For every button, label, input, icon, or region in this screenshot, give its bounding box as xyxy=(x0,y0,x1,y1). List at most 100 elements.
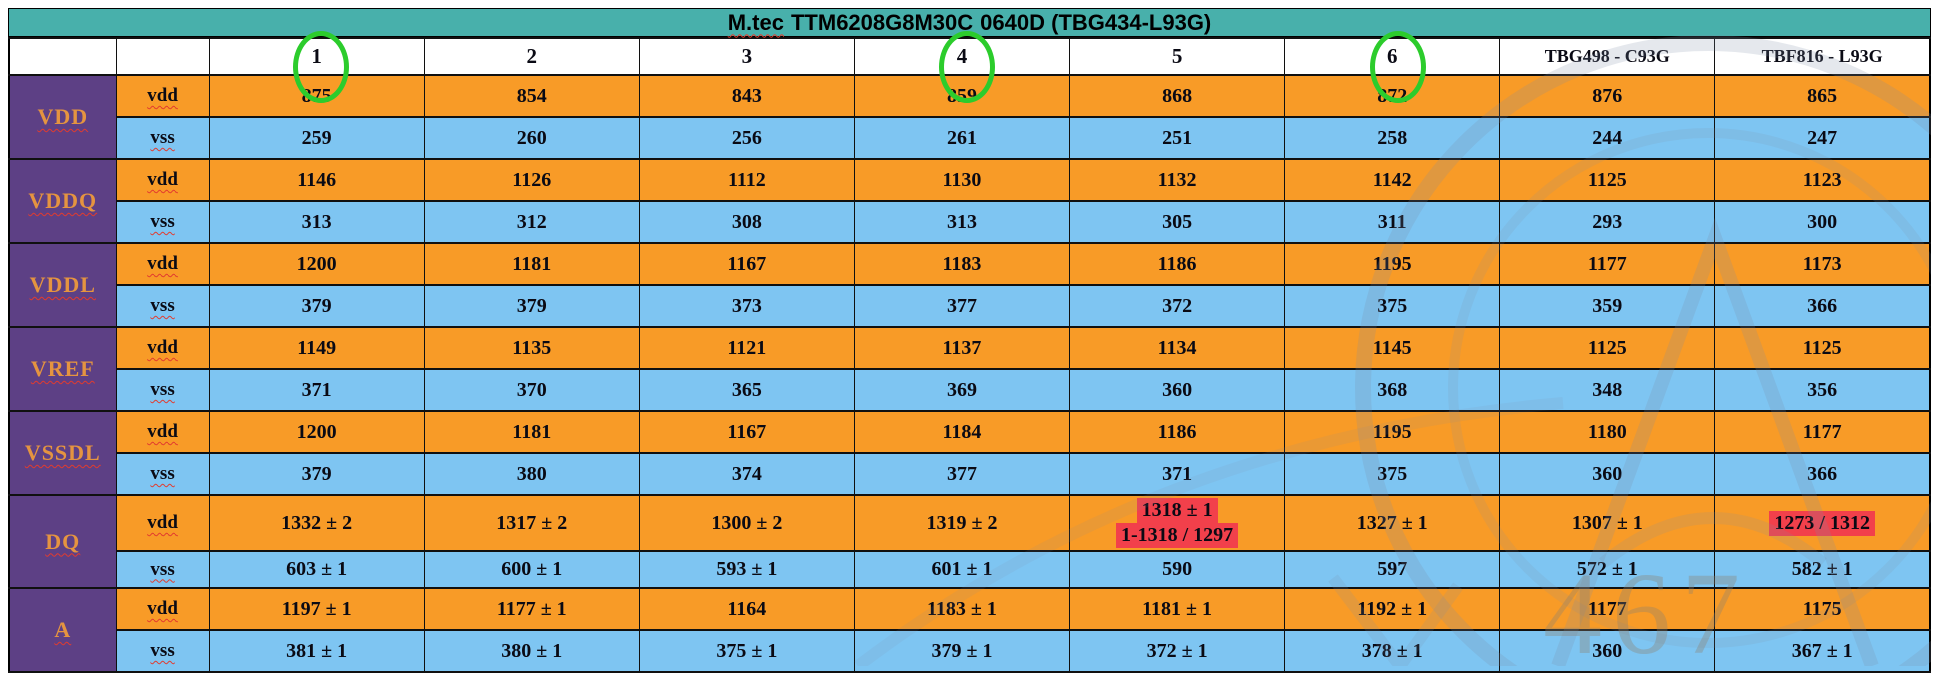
cell-vddl-vdd-c4[interactable]: 1183 xyxy=(853,242,1071,286)
cell-vssdl-vss-c2[interactable]: 380 xyxy=(423,452,640,496)
cell-vddl-vdd-c2[interactable]: 1181 xyxy=(423,242,640,286)
cell-vssdl-vss-c6[interactable]: 375 xyxy=(1284,452,1501,496)
cell-vddl-vdd-c1[interactable]: 1200 xyxy=(208,242,425,286)
cell-vdd-vss-c6[interactable]: 258 xyxy=(1284,116,1501,160)
cell-dq-vss-c3[interactable]: 593 ± 1 xyxy=(638,550,855,589)
row-subheader-dq-vdd[interactable]: vdd xyxy=(115,494,210,552)
cell-a-vdd-c6[interactable]: 1192 ± 1 xyxy=(1284,587,1501,631)
cell-vdd-vss-c4[interactable]: 261 xyxy=(853,116,1071,160)
cell-vddl-vss-c8[interactable]: 366 xyxy=(1714,284,1931,328)
row-group-vssdl[interactable]: VSSDL xyxy=(8,410,117,496)
cell-dq-vss-c6[interactable]: 597 xyxy=(1284,550,1501,589)
cell-vddq-vdd-c8[interactable]: 1123 xyxy=(1714,158,1931,202)
cell-vddq-vss-c5[interactable]: 305 xyxy=(1069,200,1286,244)
cell-vref-vdd-c8[interactable]: 1125 xyxy=(1714,326,1931,370)
cell-vssdl-vss-c4[interactable]: 377 xyxy=(853,452,1071,496)
cell-vref-vss-c1[interactable]: 371 xyxy=(208,368,425,412)
cell-dq-vss-c5[interactable]: 590 xyxy=(1069,550,1286,589)
cell-vssdl-vss-c3[interactable]: 374 xyxy=(638,452,855,496)
cell-vddl-vss-c7[interactable]: 359 xyxy=(1499,284,1716,328)
cell-dq-vdd-c2[interactable]: 1317 ± 2 xyxy=(423,494,640,552)
cell-vddl-vdd-c7[interactable]: 1177 xyxy=(1499,242,1716,286)
cell-vdd-vdd-c1[interactable]: 875 xyxy=(208,74,425,118)
cell-vssdl-vdd-c2[interactable]: 1181 xyxy=(423,410,640,454)
column-header-5[interactable]: 5 xyxy=(1069,37,1286,76)
row-subheader-vddq-vss[interactable]: vss xyxy=(115,200,210,244)
cell-vssdl-vss-c5[interactable]: 371 xyxy=(1069,452,1286,496)
cell-vref-vdd-c6[interactable]: 1145 xyxy=(1284,326,1501,370)
cell-vref-vdd-c3[interactable]: 1121 xyxy=(638,326,855,370)
cell-a-vdd-c4[interactable]: 1183 ± 1 xyxy=(853,587,1071,631)
cell-vddq-vss-c8[interactable]: 300 xyxy=(1714,200,1931,244)
cell-vddq-vdd-c2[interactable]: 1126 xyxy=(423,158,640,202)
row-subheader-vddl-vdd[interactable]: vdd xyxy=(115,242,210,286)
column-header-tbf816-l93g[interactable]: TBF816 - L93G xyxy=(1714,37,1931,76)
cell-vdd-vdd-c8[interactable]: 865 xyxy=(1714,74,1931,118)
cell-a-vdd-c2[interactable]: 1177 ± 1 xyxy=(423,587,640,631)
cell-vddl-vss-c2[interactable]: 379 xyxy=(423,284,640,328)
cell-vssdl-vss-c1[interactable]: 379 xyxy=(208,452,425,496)
cell-vddl-vdd-c5[interactable]: 1186 xyxy=(1069,242,1286,286)
cell-vddq-vss-c7[interactable]: 293 xyxy=(1499,200,1716,244)
cell-vref-vss-c8[interactable]: 356 xyxy=(1714,368,1931,412)
cell-dq-vdd-c6[interactable]: 1327 ± 1 xyxy=(1284,494,1501,552)
cell-vdd-vss-c1[interactable]: 259 xyxy=(208,116,425,160)
cell-a-vdd-c5[interactable]: 1181 ± 1 xyxy=(1069,587,1286,631)
column-header-1[interactable]: 1 xyxy=(208,37,425,76)
cell-dq-vdd-c3[interactable]: 1300 ± 2 xyxy=(638,494,855,552)
cell-dq-vss-c1[interactable]: 603 ± 1 xyxy=(208,550,425,589)
cell-vref-vdd-c5[interactable]: 1134 xyxy=(1069,326,1286,370)
cell-vref-vdd-c1[interactable]: 1149 xyxy=(208,326,425,370)
cell-vssdl-vdd-c8[interactable]: 1177 xyxy=(1714,410,1931,454)
cell-a-vdd-c1[interactable]: 1197 ± 1 xyxy=(208,587,425,631)
cell-vdd-vss-c2[interactable]: 260 xyxy=(423,116,640,160)
row-subheader-vssdl-vdd[interactable]: vdd xyxy=(115,410,210,454)
cell-a-vdd-c7[interactable]: 1177 xyxy=(1499,587,1716,631)
cell-vddq-vdd-c3[interactable]: 1112 xyxy=(638,158,855,202)
cell-dq-vss-c4[interactable]: 601 ± 1 xyxy=(853,550,1071,589)
cell-vref-vss-c7[interactable]: 348 xyxy=(1499,368,1716,412)
cell-vddq-vss-c1[interactable]: 313 xyxy=(208,200,425,244)
cell-vref-vss-c3[interactable]: 365 xyxy=(638,368,855,412)
row-group-a[interactable]: A xyxy=(8,587,117,673)
cell-vddq-vss-c4[interactable]: 313 xyxy=(853,200,1071,244)
row-subheader-vdd-vdd[interactable]: vdd xyxy=(115,74,210,118)
cell-dq-vdd-c7[interactable]: 1307 ± 1 xyxy=(1499,494,1716,552)
column-header-tbg498-c93g[interactable]: TBG498 - C93G xyxy=(1499,37,1716,76)
cell-vref-vdd-c2[interactable]: 1135 xyxy=(423,326,640,370)
cell-vref-vss-c4[interactable]: 369 xyxy=(853,368,1071,412)
cell-vref-vdd-c7[interactable]: 1125 xyxy=(1499,326,1716,370)
column-header-4[interactable]: 4 xyxy=(853,37,1071,76)
cell-vddq-vdd-c6[interactable]: 1142 xyxy=(1284,158,1501,202)
cell-dq-vdd-c5[interactable]: 1318 ± 1 1-1318 / 1297 xyxy=(1069,494,1286,552)
cell-dq-vss-c8[interactable]: 582 ± 1 xyxy=(1714,550,1931,589)
cell-a-vdd-c8[interactable]: 1175 xyxy=(1714,587,1931,631)
cell-vddq-vss-c3[interactable]: 308 xyxy=(638,200,855,244)
cell-vdd-vss-c5[interactable]: 251 xyxy=(1069,116,1286,160)
row-subheader-dq-vss[interactable]: vss xyxy=(115,550,210,589)
row-subheader-vref-vss[interactable]: vss xyxy=(115,368,210,412)
cell-vdd-vss-c3[interactable]: 256 xyxy=(638,116,855,160)
cell-vssdl-vdd-c1[interactable]: 1200 xyxy=(208,410,425,454)
cell-vref-vss-c6[interactable]: 368 xyxy=(1284,368,1501,412)
cell-dq-vss-c2[interactable]: 600 ± 1 xyxy=(423,550,640,589)
column-header-3[interactable]: 3 xyxy=(638,37,855,76)
cell-dq-vdd-c8[interactable]: 1273 / 1312 xyxy=(1714,494,1931,552)
cell-vddq-vss-c2[interactable]: 312 xyxy=(423,200,640,244)
column-header-2[interactable]: 2 xyxy=(423,37,640,76)
cell-vddl-vdd-c3[interactable]: 1167 xyxy=(638,242,855,286)
cell-vdd-vdd-c6[interactable]: 872 xyxy=(1284,74,1501,118)
cell-vref-vss-c2[interactable]: 370 xyxy=(423,368,640,412)
cell-vddl-vdd-c8[interactable]: 1173 xyxy=(1714,242,1931,286)
cell-vref-vdd-c4[interactable]: 1137 xyxy=(853,326,1071,370)
row-subheader-vddl-vss[interactable]: vss xyxy=(115,284,210,328)
row-subheader-vssdl-vss[interactable]: vss xyxy=(115,452,210,496)
row-group-vdd[interactable]: VDD xyxy=(8,74,117,160)
cell-vddq-vdd-c7[interactable]: 1125 xyxy=(1499,158,1716,202)
cell-vddq-vdd-c1[interactable]: 1146 xyxy=(208,158,425,202)
cell-vddl-vss-c1[interactable]: 379 xyxy=(208,284,425,328)
row-subheader-vdd-vss[interactable]: vss xyxy=(115,116,210,160)
cell-vdd-vss-c8[interactable]: 247 xyxy=(1714,116,1931,160)
cell-vddq-vdd-c4[interactable]: 1130 xyxy=(853,158,1071,202)
cell-vdd-vss-c7[interactable]: 244 xyxy=(1499,116,1716,160)
